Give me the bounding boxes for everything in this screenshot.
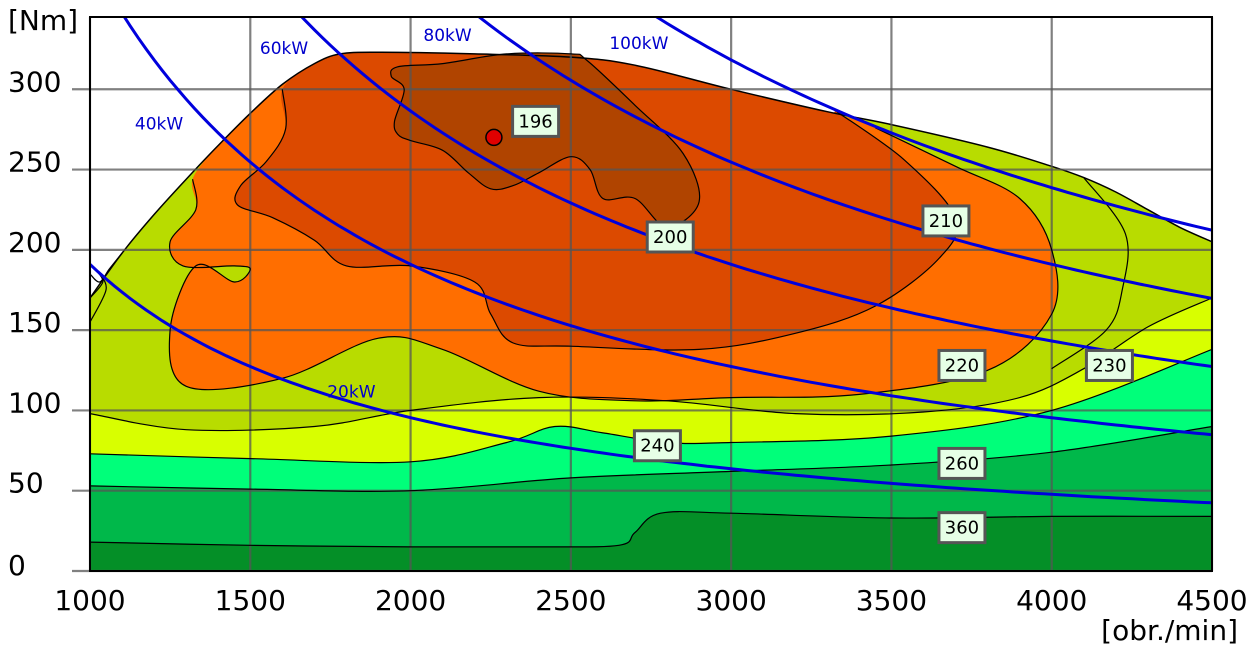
power-curve-80kW <box>476 17 1212 300</box>
y-tick-label-0: 0 <box>8 549 26 582</box>
region-196 <box>390 52 700 228</box>
plot-frame <box>89 16 1213 572</box>
x-tick-label-2500: 2500 <box>535 584 606 617</box>
contour-label-box-240 <box>632 429 682 463</box>
x-tick-label-3000: 3000 <box>696 584 767 617</box>
contour-label-240: 240 <box>640 436 674 457</box>
x-tick-label-4500: 4500 <box>1176 584 1247 617</box>
contour-label-box-210 <box>921 204 971 238</box>
contour-line-230 <box>90 297 1212 432</box>
contour-label-box-230 <box>1084 348 1134 382</box>
contour-label-box-220 <box>937 348 987 382</box>
contour-line-extra-7 <box>1051 177 1129 370</box>
contour-label-box-260 <box>937 446 987 480</box>
power-label-100kW: 100kW <box>609 34 668 54</box>
y-axis-unit: [Nm] <box>8 4 78 37</box>
power-label-40kW: 40kW <box>135 114 183 134</box>
power-curve-40kW <box>122 17 1212 437</box>
contour-label-box-200 <box>645 220 695 254</box>
y-tick-label-50: 50 <box>8 467 44 500</box>
y-tick-label-200: 200 <box>8 226 61 259</box>
contour-labels: 20kW 40kW 60kW 80kW 100kW 360 260 240 230 220 210 2… <box>135 26 1134 545</box>
optimum-point-marker <box>485 128 503 147</box>
contour-line-200 <box>234 89 958 351</box>
region-360 <box>90 511 1212 571</box>
power-label-60kW: 60kW <box>260 39 308 59</box>
y-tick-label-300: 300 <box>8 65 61 98</box>
x-tick-label-3500: 3500 <box>856 584 927 617</box>
contour-label-box-196 <box>511 104 561 138</box>
contour-lines <box>90 52 1212 548</box>
x-tick-label-2000: 2000 <box>375 584 446 617</box>
x-axis-unit: [obr./min] <box>1101 614 1238 646</box>
contour-label-196: 196 <box>518 111 552 132</box>
x-tick-label-1500: 1500 <box>215 584 286 617</box>
contour-label-210: 210 <box>929 211 963 232</box>
y-tick-label-250: 250 <box>8 146 61 179</box>
y-tick-label-100: 100 <box>8 386 61 419</box>
contour-label-200: 200 <box>653 227 687 248</box>
efficiency-bands <box>90 51 1212 571</box>
contour-label-360: 360 <box>945 518 979 539</box>
power-label-80kW: 80kW <box>423 26 471 46</box>
contour-label-230: 230 <box>1092 355 1126 376</box>
y-tick-label-150: 150 <box>8 306 61 339</box>
contour-label-260: 260 <box>945 453 979 474</box>
contour-line-260 <box>90 425 1212 492</box>
contour-label-220: 220 <box>945 355 979 376</box>
contour-label-box-360 <box>937 511 987 545</box>
power-label-20kW: 20kW <box>327 383 375 403</box>
contour-line-210 <box>168 127 1059 402</box>
contour-line-240 <box>90 348 1212 464</box>
x-tick-label-1000: 1000 <box>54 584 125 617</box>
power-curve-100kW <box>653 17 1212 232</box>
x-tick-label-4000: 4000 <box>1016 584 1087 617</box>
axes: 1000 1500 2000 2500 3000 3500 4000 4500 0 50 100 15… <box>8 16 1247 617</box>
